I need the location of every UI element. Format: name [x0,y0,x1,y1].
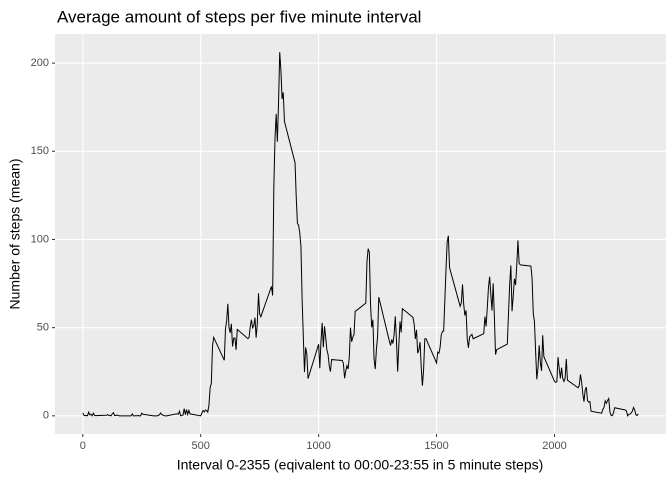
x-tick-label: 2000 [542,440,566,452]
data-line [82,52,639,417]
x-tick-label: 0 [80,440,86,452]
y-tick-label: 50 [37,322,49,334]
y-tick-label: 100 [31,233,49,245]
y-axis-title: Number of steps (mean) [7,159,23,310]
x-tick-label: 1000 [306,440,330,452]
y-tick-label: 150 [31,145,49,157]
x-axis-title: Interval 0-2355 (eqivalent to 00:00-23:5… [177,457,544,473]
plot-panel [55,34,666,434]
x-tick-label: 1500 [424,440,448,452]
y-tick-label: 200 [31,57,49,69]
x-tick-label: 500 [192,440,210,452]
y-tick-label: 0 [43,410,49,422]
chart-title: Average amount of steps per five minute … [57,7,421,26]
